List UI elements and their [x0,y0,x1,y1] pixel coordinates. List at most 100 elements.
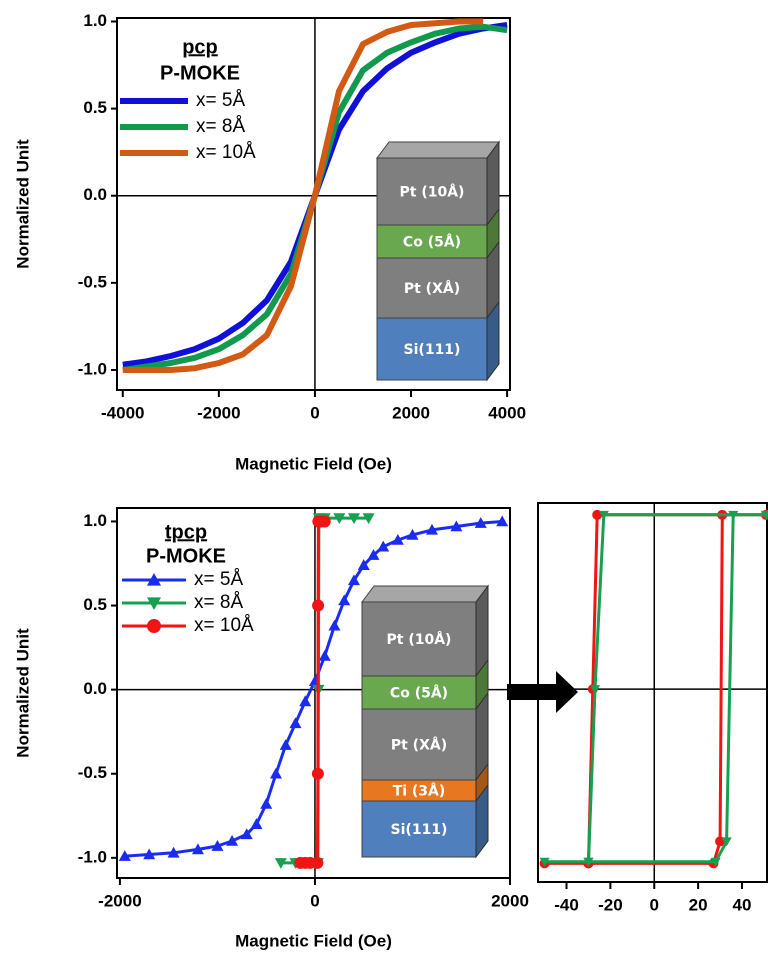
stack-top [361,585,489,603]
marker [728,510,739,520]
marker [289,717,302,729]
series-line [543,513,767,864]
marker [425,523,438,535]
layer-side [486,300,500,382]
marker [211,840,224,851]
marker [250,818,263,829]
layer [361,708,477,781]
marker [311,856,324,869]
marker [391,533,404,545]
marker [240,828,253,840]
marker [406,528,419,540]
marker [590,685,601,695]
marker [143,848,156,860]
layer [361,601,477,677]
series-line [280,516,369,865]
x-tick-label: 0 [310,891,319,910]
y-axis-label: Normalized Unit [13,139,32,269]
x-tick-label: -2000 [98,891,141,910]
marker [269,767,282,779]
legend-label: x= 8Å [194,592,243,613]
marker [347,513,360,525]
layer-label: Pt (10Å) [400,184,465,201]
legend-title: tpcp [165,521,207,543]
legend-label: x= 5Å [194,569,243,590]
marker [274,858,287,869]
layer-side [475,783,489,859]
legend-label: x= 10Å [196,142,256,163]
marker [598,510,609,520]
legend-label: x= 10Å [194,615,254,636]
marker [328,619,341,631]
x-tick-label: -2000 [197,403,240,422]
x-tick-label: 40 [733,895,752,914]
layer-label: Si(111) [404,342,461,358]
legend-label: x= 5Å [196,90,245,111]
marker [496,515,509,527]
marker [721,837,732,847]
layer [376,157,488,226]
marker [347,574,360,586]
marker [474,517,487,528]
x-tick-label: 2000 [491,891,529,910]
marker [338,594,351,606]
y-tick-label: -0.5 [78,272,107,291]
marker [333,513,346,525]
x-tick-label: 4000 [488,403,526,422]
series-line [543,513,767,865]
marker [318,650,331,661]
layer [361,800,477,858]
layer-label: Si(111) [391,822,448,838]
y-tick-label: -0.5 [78,763,107,782]
x-tick-label: 0 [310,403,319,422]
marker [191,843,204,855]
marker [450,520,463,532]
marker [167,846,180,858]
marker [357,559,370,570]
marker [299,695,312,707]
marker [539,857,550,867]
marker [260,798,273,809]
marker [362,513,375,525]
layer-label: Ti (3Å) [393,783,446,800]
marker [147,619,161,633]
legend-label: x= 8Å [196,116,245,137]
x-tick-label: 2000 [392,403,430,422]
y-tick-label: -1.0 [78,359,107,378]
layer [376,224,488,259]
stack-top [376,141,500,159]
plot-frame [116,17,511,391]
layer-label: Pt (XÅ) [391,737,447,754]
y-tick-label: 1.0 [83,11,107,30]
marker [318,515,331,528]
marker [311,767,324,780]
plot-frame [116,507,511,879]
marker [367,549,380,560]
y-tick-label: 0.5 [83,595,107,614]
x-tick-label: -4000 [101,403,144,422]
y-tick-label: 0.5 [83,98,107,117]
series-line [122,18,484,373]
y-tick-label: -1.0 [78,847,107,866]
y-axis-label: Normalized Unit [13,628,32,758]
marker [118,850,131,861]
layer-label: Co (5Å) [403,234,461,251]
legend-subtitle: P-MOKE [146,545,226,567]
x-tick-label: -20 [598,895,623,914]
marker [583,857,594,867]
marker [147,573,161,586]
x-axis-label: Magnetic Field (Oe) [235,454,392,473]
legend-title: pcp [182,36,218,58]
marker [226,835,239,846]
legend-subtitle: P-MOKE [160,62,240,84]
x-axis-label: Magnetic Field (Oe) [235,931,392,950]
y-tick-label: 0.0 [83,679,107,698]
y-tick-label: 1.0 [83,511,107,530]
layer-label: Pt (10Å) [387,631,452,648]
y-tick-label: 0.0 [83,185,107,204]
series-line [300,520,325,865]
x-tick-label: 20 [689,895,708,914]
marker [377,540,390,552]
layer [376,257,488,319]
